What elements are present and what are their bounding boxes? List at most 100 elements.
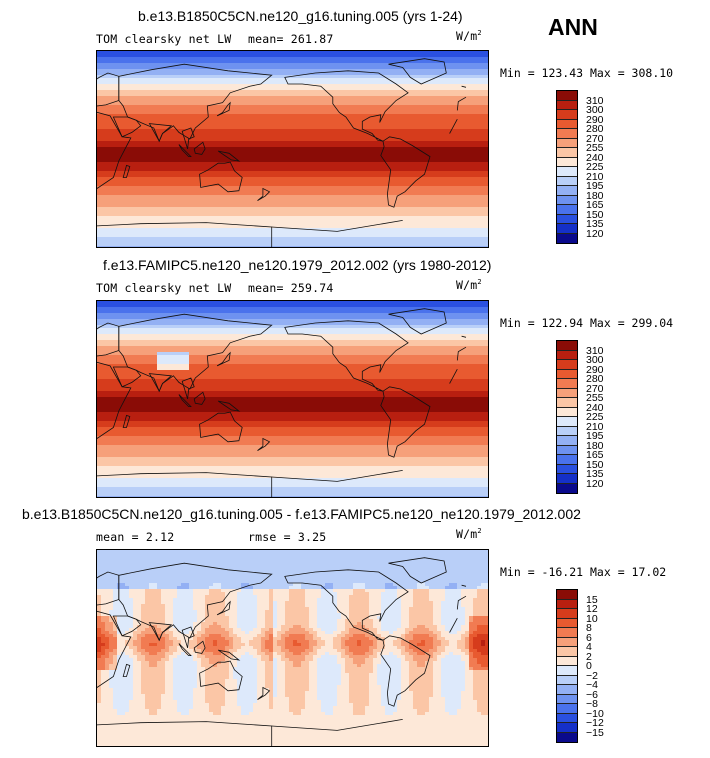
colorbar-level-label: 120 [586,477,604,490]
colorbar-swatch [557,205,577,215]
colorbar-level-label: 255 [586,392,604,404]
colorbar-level-label: 290 [586,363,604,376]
colorbar-swatch [557,379,577,389]
colorbar-swatch [557,176,577,186]
colorbar-level-label: 195 [586,180,604,192]
colorbar-level-label: 240 [586,401,604,414]
colorbar-swatch [557,350,577,360]
colorbar-swatch [557,398,577,408]
colorbar-swatch [557,637,577,647]
colorbar-level-label: 310 [586,344,604,357]
colorbar-swatch [557,148,577,158]
colorbar-swatch [557,675,577,685]
season-label: ANN [548,14,598,40]
colorbar-level-label: 0 [586,660,592,672]
colorbar-swatch [557,388,577,398]
mean-label: mean= 261.87 [248,32,334,46]
colorbar-swatch [557,341,577,351]
colorbar-swatch [557,129,577,139]
colorbar-level-label: 280 [586,373,604,385]
colorbar-swatch [557,167,577,177]
colorbar-level-label: 135 [586,218,604,230]
colorbar-swatch [557,694,577,704]
colorbar-swatch [557,685,577,695]
panel-title: b.e13.B1850C5CN.ne120_g16.tuning.005 (yr… [138,8,463,24]
colorbar-level-label: 120 [586,227,604,240]
colorbar-level-label: −15 [586,726,604,739]
colorbar-swatch [557,464,577,474]
colorbar-level-label: 180 [586,439,604,452]
colorbar-level-label: 255 [586,142,604,154]
colorbar-swatch [557,666,577,676]
colorbar-level-label: 310 [586,94,604,107]
colorbar-swatch [557,195,577,205]
colorbar-level-label: 300 [586,104,604,116]
colorbar-swatch [557,445,577,455]
colorbar-level-label: 165 [586,199,604,211]
colorbar-swatch [557,483,577,493]
colorbar-level-label: 4 [586,641,592,653]
colorbar-level-label: 150 [586,458,604,471]
colorbar-swatch [557,110,577,120]
min-max-label: Min = 123.43 Max = 308.10 [500,66,674,80]
colorbar [556,90,578,244]
colorbar-swatch [557,138,577,148]
colorbar-level-label: 15 [586,593,598,606]
colorbar-swatch [557,713,577,723]
colorbar-level-label: 240 [586,151,604,164]
colorbar-swatch [557,224,577,234]
variable-label: mean = 2.12 [96,530,175,544]
panel-title: b.e13.B1850C5CN.ne120_g16.tuning.005 - f… [22,506,581,522]
colorbar-level-label: −12 [586,717,604,729]
colorbar-level-label: 225 [586,161,604,173]
colorbar-swatch [557,369,577,379]
colorbar-swatch [557,723,577,733]
colorbar-swatch [557,214,577,224]
colorbar-level-label: 270 [586,382,604,395]
colorbar-swatch [557,455,577,465]
mean-label: rmse = 3.25 [248,530,327,544]
colorbar-level-label: 195 [586,430,604,442]
units-label: W/m2 [456,527,482,541]
min-max-label: Min = 122.94 Max = 299.04 [500,316,674,330]
colorbar-level-label: −4 [586,679,598,691]
colorbar-level-label: 270 [586,132,604,145]
colorbar-swatch [557,436,577,446]
colorbar-level-label: 290 [586,113,604,126]
colorbar-swatch [557,590,577,600]
units-label: W/m2 [456,278,482,292]
min-max-label: Min = -16.21 Max = 17.02 [500,565,667,579]
colorbar-swatch [557,119,577,129]
colorbar-swatch [557,360,577,370]
colorbar-level-label: 6 [586,631,592,644]
colorbar-level-label: 165 [586,449,604,461]
colorbar-swatch [557,647,577,657]
variable-label: TOM clearsky net LW [96,32,232,46]
colorbar-level-label: 150 [586,208,604,221]
colorbar-level-label: 10 [586,612,598,625]
colorbar [556,340,578,494]
contour-map [96,300,489,498]
colorbar-swatch [557,186,577,196]
colorbar-swatch [557,628,577,638]
colorbar-swatch [557,100,577,110]
mean-label: mean= 259.74 [248,281,334,295]
colorbar-swatch [557,474,577,484]
colorbar-level-label: 300 [586,354,604,366]
units-label: W/m2 [456,29,482,43]
colorbar-level-label: 225 [586,411,604,423]
colorbar-level-label: −10 [586,707,604,720]
colorbar-level-label: −2 [586,669,598,682]
colorbar [556,589,578,743]
colorbar-swatch [557,417,577,427]
colorbar-level-label: 2 [586,650,592,663]
colorbar-swatch [557,599,577,609]
panel-title: f.e13.FAMIPC5.ne120_ne120.1979_2012.002 … [103,257,492,273]
colorbar-level-label: 210 [586,170,604,183]
colorbar-swatch [557,407,577,417]
colorbar-level-label: 135 [586,468,604,480]
variable-label: TOM clearsky net LW [96,281,232,295]
colorbar-level-label: −6 [586,688,598,701]
colorbar-swatch [557,618,577,628]
colorbar-swatch [557,426,577,436]
